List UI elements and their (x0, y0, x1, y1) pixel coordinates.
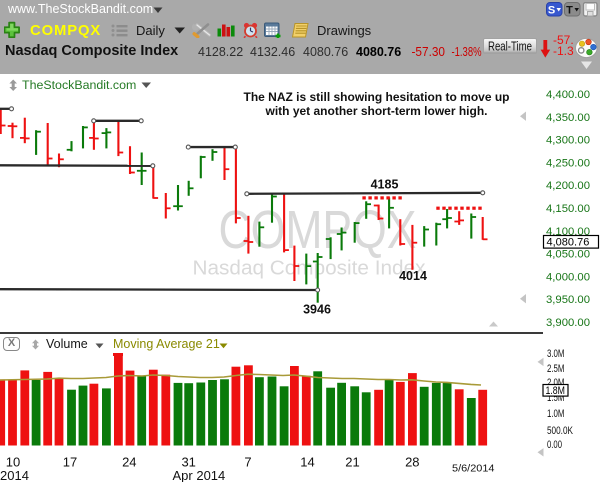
svg-text:3.0M: 3.0M (547, 348, 565, 360)
svg-text:24: 24 (122, 455, 136, 470)
svg-text:28: 28 (405, 455, 419, 470)
svg-text:1.8M: 1.8M (546, 385, 566, 397)
svg-text:4,050.00: 4,050.00 (546, 249, 590, 261)
svg-text:3946: 3946 (303, 303, 331, 317)
svg-text:-1.38%: -1.38% (452, 45, 482, 59)
svg-text:14: 14 (300, 455, 314, 470)
svg-text:7: 7 (244, 455, 251, 470)
svg-text:4,400.00: 4,400.00 (546, 89, 590, 101)
svg-text:4185: 4185 (371, 178, 399, 192)
svg-text:4,080.76: 4,080.76 (547, 237, 590, 249)
svg-text:4,150.00: 4,150.00 (546, 203, 590, 215)
svg-text:2.5M: 2.5M (547, 363, 565, 375)
svg-text:31: 31 (181, 455, 195, 470)
svg-text:COMPQX: COMPQX (219, 200, 417, 260)
svg-text:4014: 4014 (399, 269, 427, 283)
svg-text:4,100.00: 4,100.00 (546, 226, 590, 238)
svg-text:-57.30: -57.30 (412, 45, 446, 59)
svg-text:4,000.00: 4,000.00 (546, 271, 590, 283)
svg-text:17: 17 (63, 455, 77, 470)
svg-text:0.00: 0.00 (547, 439, 562, 451)
svg-text:4,250.00: 4,250.00 (546, 157, 590, 169)
svg-text:21: 21 (345, 455, 359, 470)
svg-text:Apr 2014: Apr 2014 (173, 468, 226, 482)
svg-text:5/6/2014: 5/6/2014 (452, 463, 495, 475)
svg-text:T: T (566, 5, 573, 17)
svg-text:Real-Time: Real-Time (488, 39, 532, 53)
svg-text:4,200.00: 4,200.00 (546, 180, 590, 192)
svg-text:3,900.00: 3,900.00 (546, 317, 590, 329)
svg-text:4,300.00: 4,300.00 (546, 135, 590, 147)
svg-text:3,950.00: 3,950.00 (546, 294, 590, 306)
svg-text:4,350.00: 4,350.00 (546, 112, 590, 124)
svg-text:Nasdaq Composite Index: Nasdaq Composite Index (193, 258, 426, 280)
svg-text:500.0K: 500.0K (547, 425, 573, 437)
svg-text:2014: 2014 (0, 468, 29, 482)
svg-text:10: 10 (6, 455, 20, 470)
svg-text:1.0M: 1.0M (547, 408, 565, 420)
svg-text:S: S (548, 5, 555, 17)
